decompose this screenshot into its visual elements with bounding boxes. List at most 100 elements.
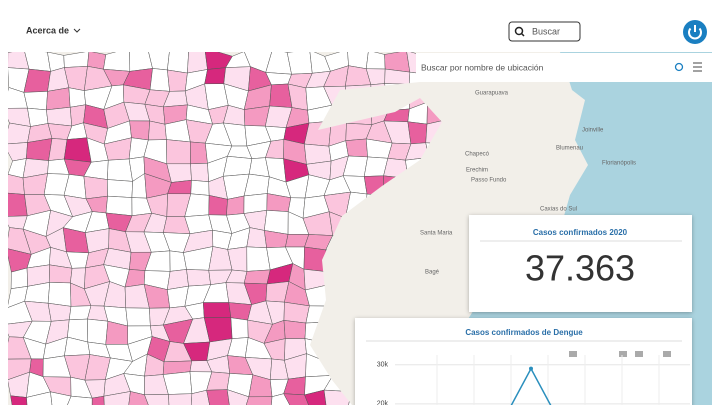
power-icon xyxy=(688,27,702,40)
chevron xyxy=(73,28,81,33)
location-search[interactable] xyxy=(416,53,712,82)
region xyxy=(8,142,28,162)
y-tick-label: 30k xyxy=(377,362,389,369)
region xyxy=(149,68,170,92)
region xyxy=(50,391,72,405)
chart-title: Casos confirmados de Dengue xyxy=(465,328,583,337)
place-label: Passo Fundo xyxy=(471,178,507,184)
region xyxy=(230,317,249,339)
point xyxy=(529,366,533,371)
kpi-value: 37.363 xyxy=(525,248,635,289)
region xyxy=(384,52,411,73)
region xyxy=(144,394,170,405)
chart-card xyxy=(355,318,692,408)
region xyxy=(129,120,151,141)
region xyxy=(127,391,153,405)
region xyxy=(83,175,108,200)
region xyxy=(190,141,208,165)
region xyxy=(246,246,271,272)
place-label: Joinville xyxy=(582,128,604,134)
region xyxy=(243,269,271,285)
region xyxy=(63,137,92,163)
region xyxy=(190,163,209,182)
region xyxy=(47,282,72,307)
region xyxy=(283,301,310,324)
region xyxy=(103,391,131,405)
kpi-card xyxy=(469,215,692,312)
region xyxy=(10,395,29,405)
region xyxy=(166,163,192,183)
region xyxy=(46,106,73,127)
ocean xyxy=(400,52,712,405)
region xyxy=(8,107,31,127)
search-icon xyxy=(514,26,524,36)
location-search-placeholder[interactable]: Buscar por nombre de ubicación xyxy=(421,62,544,72)
search-icon xyxy=(674,62,684,72)
region xyxy=(186,269,211,287)
chart-toolbar xyxy=(569,351,671,357)
region xyxy=(270,393,293,405)
menu-label[interactable]: Acerca de xyxy=(26,25,69,35)
region xyxy=(304,389,328,405)
place-label: Guarapuava xyxy=(475,91,509,97)
menu-icon[interactable] xyxy=(693,62,702,72)
region xyxy=(91,395,105,405)
region xyxy=(68,87,86,108)
region xyxy=(226,389,250,405)
region xyxy=(222,156,253,177)
region xyxy=(168,393,193,405)
region xyxy=(264,210,289,235)
place-label: Bagé xyxy=(425,270,440,276)
region xyxy=(246,227,267,249)
region xyxy=(47,302,72,322)
toolbar-icon[interactable] xyxy=(619,351,627,357)
y-tick-label: 20k xyxy=(377,401,389,405)
search-box[interactable] xyxy=(508,21,581,42)
region xyxy=(283,393,313,405)
region xyxy=(283,320,307,339)
region xyxy=(166,139,191,165)
region xyxy=(46,87,71,111)
region xyxy=(62,395,93,405)
region xyxy=(167,69,188,92)
place-label: Erechim xyxy=(466,168,488,174)
toolbar-icon[interactable] xyxy=(635,351,643,357)
region xyxy=(190,389,211,405)
region xyxy=(304,143,332,165)
place-label: Caxias do Sul xyxy=(540,207,577,213)
kpi-title: Casos confirmados 2020 xyxy=(533,228,628,237)
header-bar xyxy=(0,0,720,52)
region xyxy=(107,158,133,182)
toolbar-icon[interactable] xyxy=(569,351,577,357)
region xyxy=(190,179,210,196)
search-label[interactable]: Buscar xyxy=(532,26,560,36)
region xyxy=(125,307,151,327)
region xyxy=(8,174,25,195)
search-icon-handle xyxy=(520,32,525,37)
region xyxy=(202,302,232,318)
region xyxy=(345,138,368,158)
region xyxy=(26,391,54,405)
region xyxy=(49,264,73,284)
region xyxy=(244,396,273,405)
region xyxy=(8,192,28,217)
region xyxy=(87,318,109,345)
region xyxy=(162,371,193,395)
region xyxy=(87,52,107,70)
region xyxy=(107,179,133,198)
place-label: Blumenau xyxy=(556,146,583,152)
region xyxy=(407,121,428,145)
place-label: Santa Maria xyxy=(420,231,453,237)
place-label: Florianópolis xyxy=(602,161,636,167)
toolbar-icon[interactable] xyxy=(663,351,671,357)
place-label: Chapecó xyxy=(465,152,490,158)
region xyxy=(148,120,167,141)
region xyxy=(167,52,189,74)
region xyxy=(226,195,245,216)
region xyxy=(167,179,192,195)
region xyxy=(8,122,31,145)
region xyxy=(204,67,226,85)
dengue-chart: 20k 30k xyxy=(377,355,690,408)
